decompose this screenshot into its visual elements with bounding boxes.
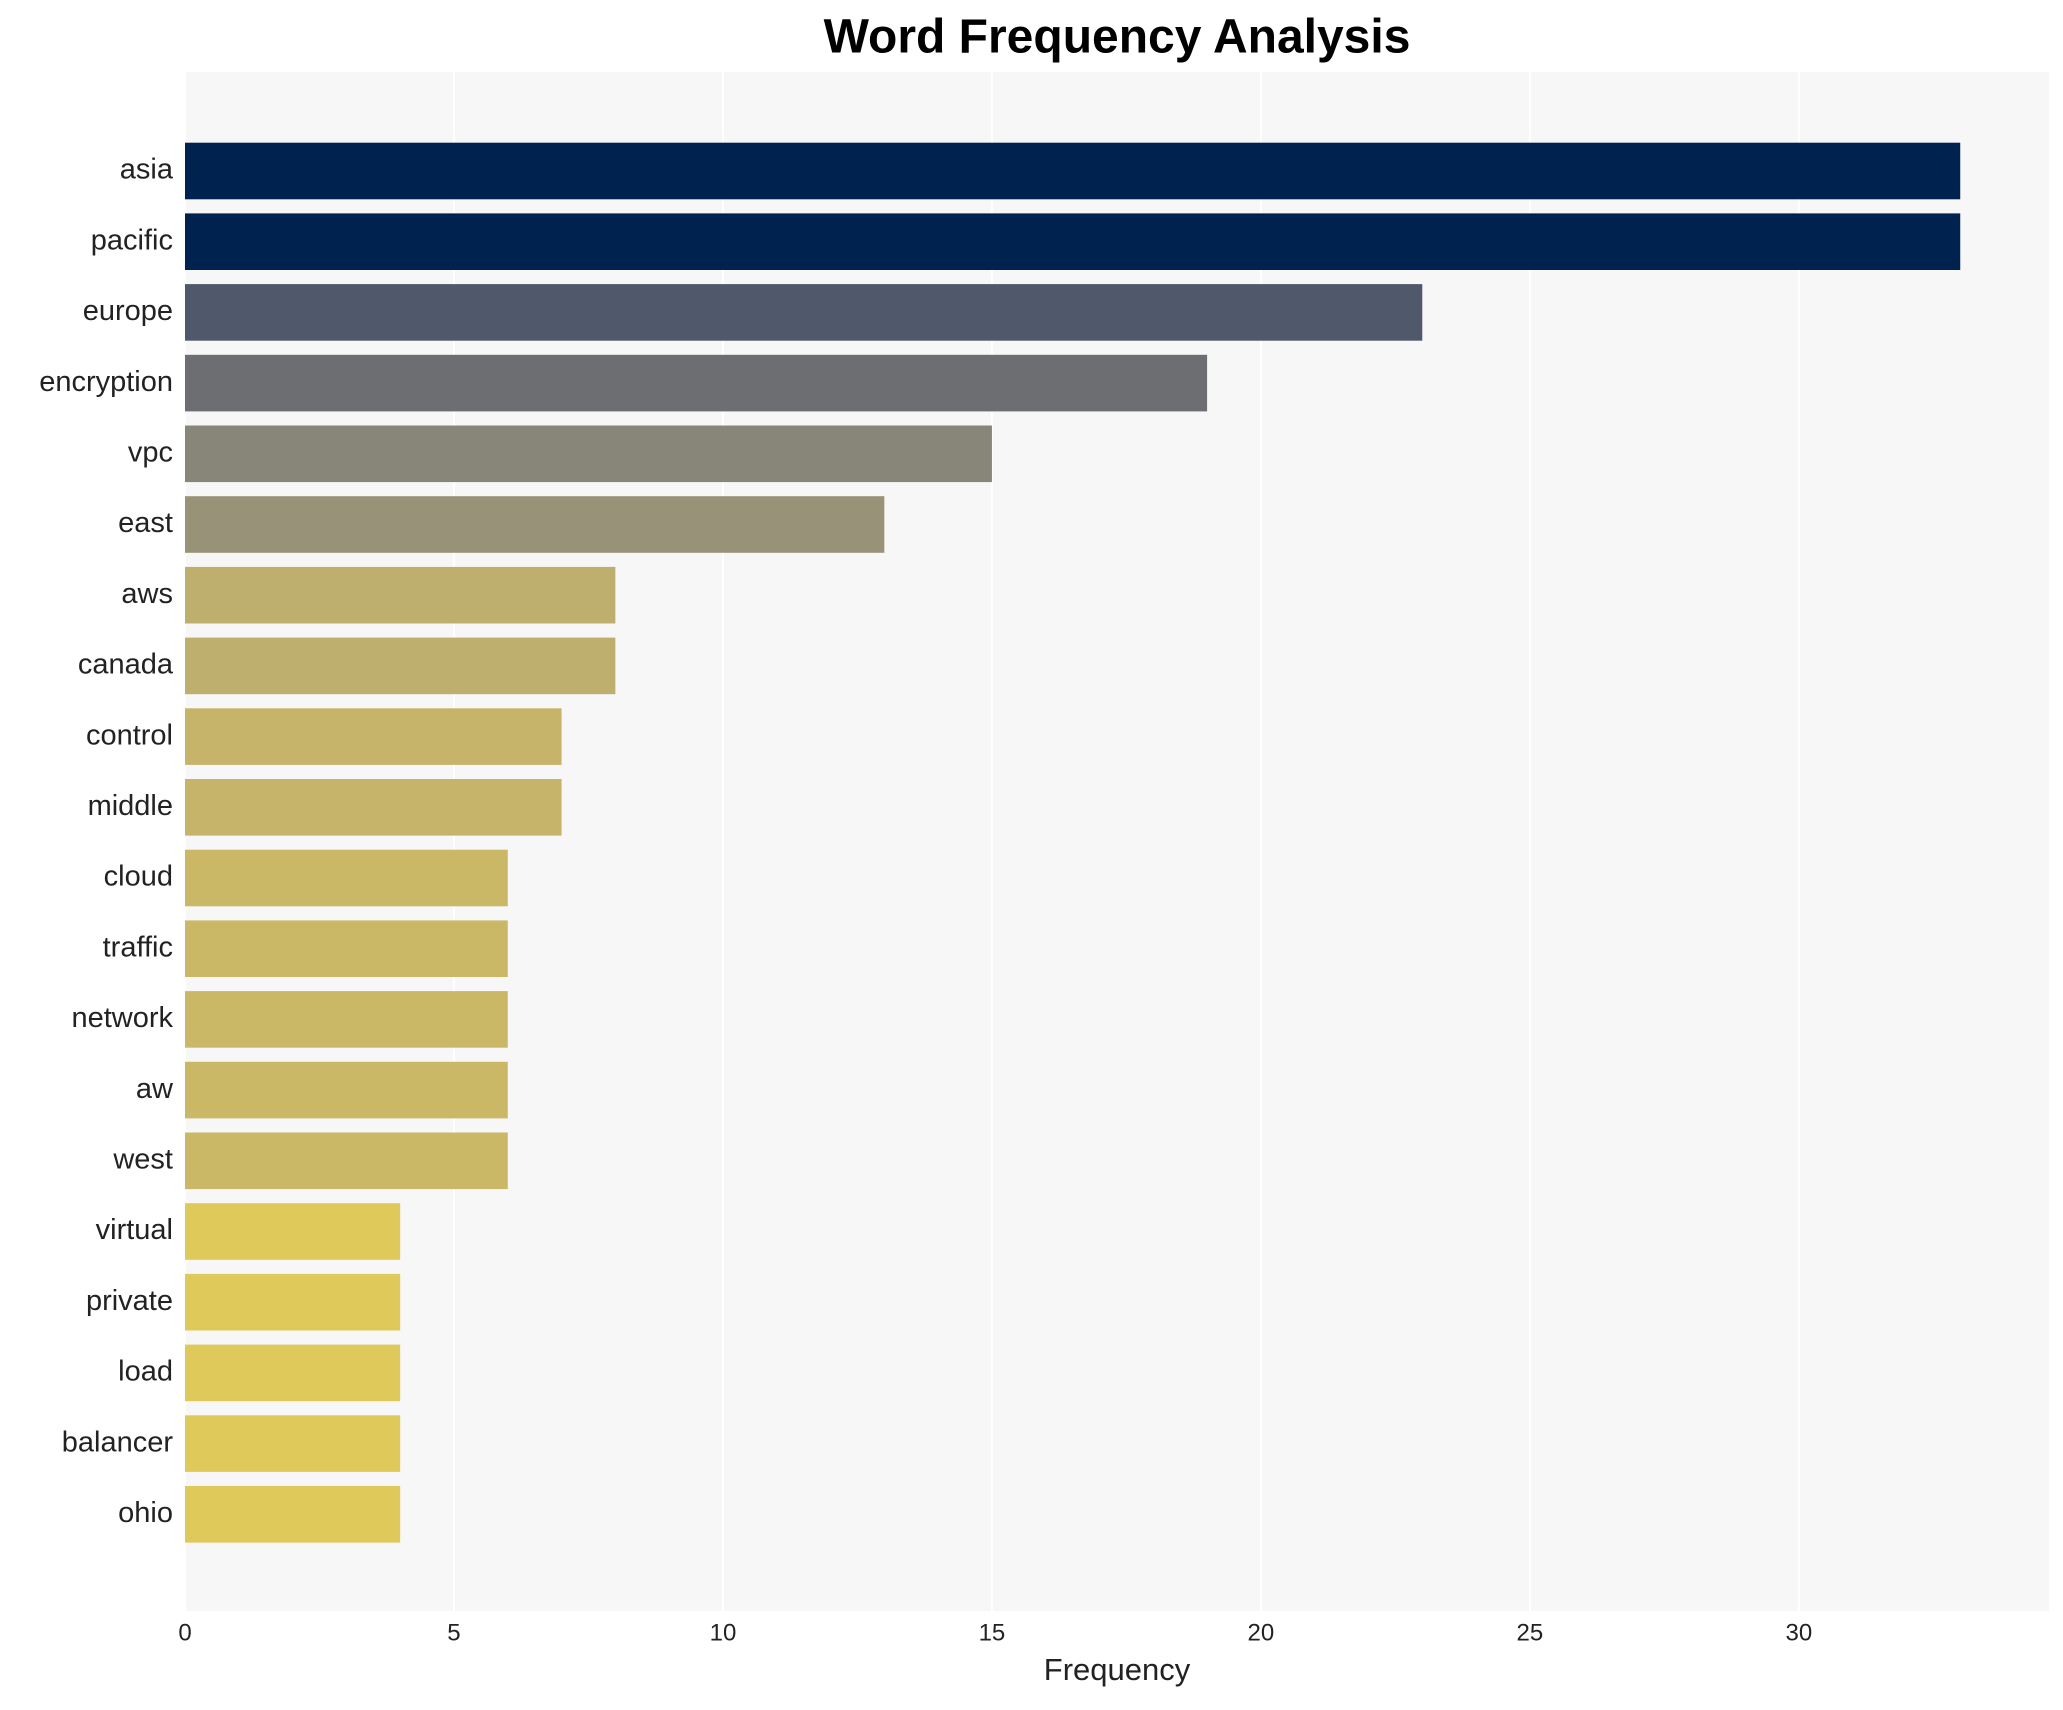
x-axis-label: Frequency [1044, 1652, 1191, 1687]
bar [185, 1203, 401, 1260]
bar [185, 425, 992, 483]
x-tick-label: 15 [979, 1619, 1006, 1646]
y-tick-label: balancer [62, 1426, 174, 1458]
bar [185, 637, 616, 695]
x-tick-label: 5 [447, 1619, 460, 1646]
bar [185, 1132, 508, 1190]
y-tick-label: vpc [128, 436, 173, 468]
y-tick-label: middle [88, 790, 173, 822]
y-tick-label: encryption [39, 366, 173, 398]
y-tick-label: ohio [118, 1497, 173, 1529]
y-tick-label: aw [136, 1073, 174, 1105]
y-tick-label: europe [83, 295, 173, 327]
y-tick-label: aws [121, 578, 173, 610]
bar [185, 849, 508, 907]
x-tick-label: 10 [710, 1619, 737, 1646]
y-tick-label: control [86, 719, 173, 751]
bar [185, 1344, 401, 1402]
x-tick-label: 25 [1517, 1619, 1544, 1646]
bar [185, 779, 562, 836]
x-tick-label: 30 [1786, 1619, 1813, 1646]
y-tick-label: load [118, 1356, 173, 1388]
bar [185, 354, 1208, 412]
bar [185, 1486, 401, 1543]
bar [185, 496, 885, 553]
bar [185, 920, 508, 977]
bar [185, 142, 1961, 200]
bar [185, 284, 1423, 341]
y-tick-label: east [118, 507, 173, 539]
y-tick-label: canada [78, 649, 174, 681]
bar [185, 1273, 401, 1331]
y-tick-label: virtual [96, 1214, 173, 1246]
y-tick-label: private [86, 1285, 173, 1317]
bar [185, 991, 508, 1048]
bar [185, 708, 562, 765]
y-tick-label: network [71, 1002, 173, 1034]
bar [185, 566, 616, 624]
y-tick-label: cloud [104, 861, 173, 893]
x-tick-label: 20 [1248, 1619, 1275, 1646]
y-tick-label: traffic [103, 931, 173, 963]
bar [185, 1061, 508, 1119]
y-tick-label: west [112, 1143, 173, 1175]
x-tick-label: 0 [178, 1619, 191, 1646]
bar [185, 213, 1961, 270]
y-tick-label: asia [120, 154, 174, 186]
bar [185, 1415, 401, 1472]
chart-title: Word Frequency Analysis [824, 11, 1411, 64]
y-tick-label: pacific [91, 224, 173, 256]
